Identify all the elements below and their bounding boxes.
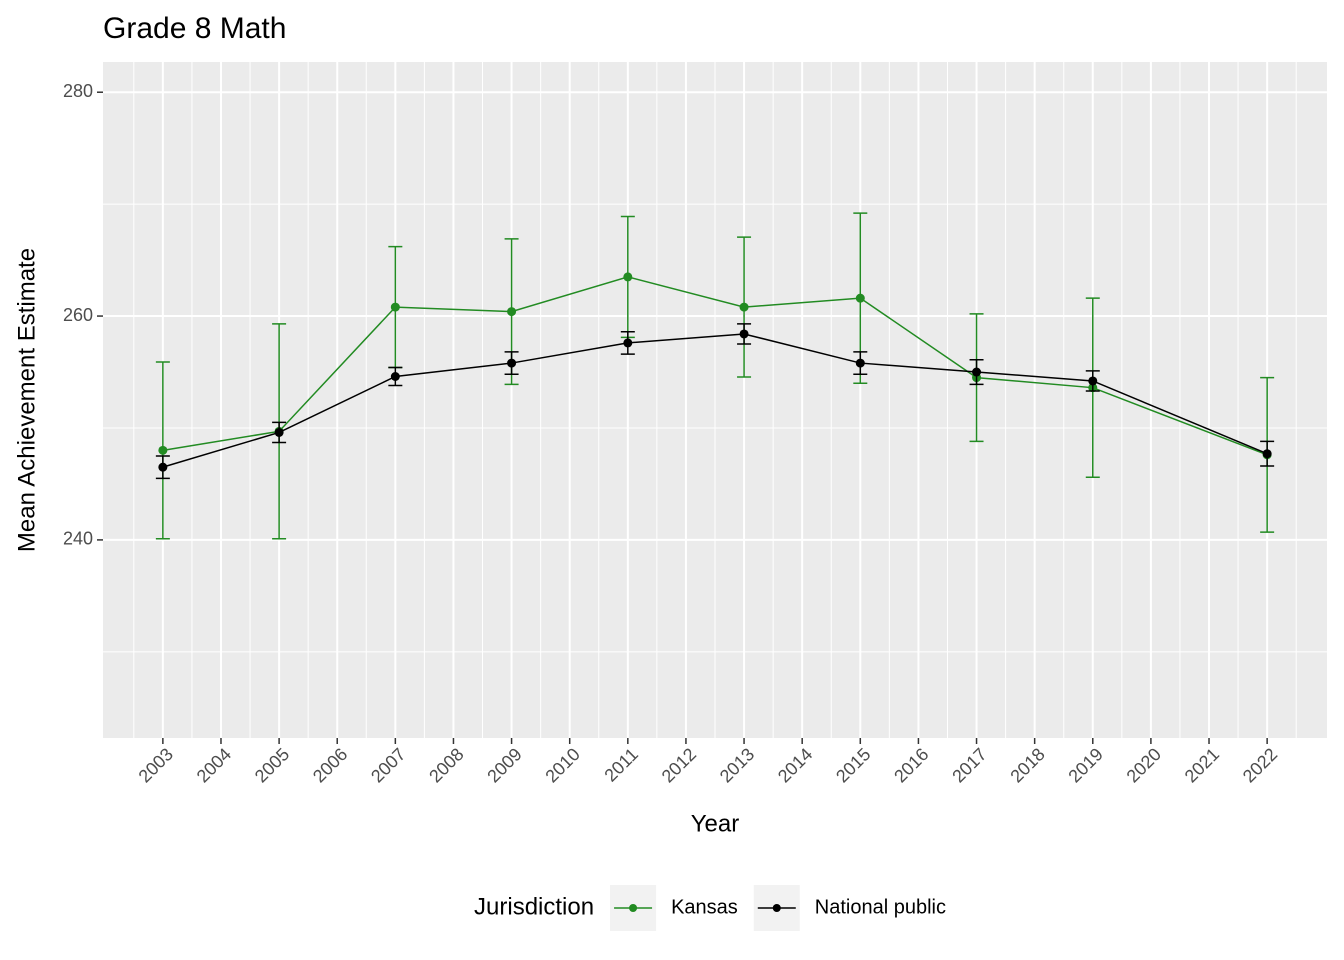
data-point xyxy=(855,293,865,303)
legend-key-point xyxy=(772,904,781,912)
data-point xyxy=(507,307,517,317)
legend-label: Kansas xyxy=(671,896,738,918)
data-point xyxy=(274,427,284,437)
x-tick-label: 2021 xyxy=(1181,744,1223,786)
x-tick-label: 2003 xyxy=(135,744,177,786)
x-tick-label: 2022 xyxy=(1239,744,1281,786)
x-tick-label: 2015 xyxy=(832,744,874,786)
x-tick-label: 2007 xyxy=(367,744,409,786)
data-point xyxy=(1262,449,1272,459)
legend-key-point xyxy=(629,904,638,912)
data-point xyxy=(739,329,749,339)
x-tick-label: 2008 xyxy=(425,744,467,786)
x-tick-label: 2016 xyxy=(890,744,932,786)
data-point xyxy=(390,302,400,312)
series-line xyxy=(162,333,1268,468)
data-point xyxy=(158,462,168,472)
data-point xyxy=(390,371,400,381)
y-axis-title: Mean Achievement Estimate xyxy=(13,248,40,552)
series-line xyxy=(162,276,1268,456)
x-tick-label: 2006 xyxy=(309,744,351,786)
y-tick-label: 260 xyxy=(63,305,93,325)
x-tick-label: 2009 xyxy=(483,744,525,786)
chart-title: Grade 8 Math xyxy=(103,12,286,45)
legend-label: National public xyxy=(815,896,946,918)
x-tick-label: 2012 xyxy=(658,744,700,786)
x-axis-title: Year xyxy=(691,810,740,837)
data-point xyxy=(507,358,517,368)
y-tick-label: 240 xyxy=(63,529,93,549)
legend: Jurisdiction Kansas National public xyxy=(474,885,946,931)
data-point xyxy=(158,445,168,455)
data-point xyxy=(1088,376,1098,386)
x-tick-label: 2010 xyxy=(541,744,583,786)
x-tick-label: 2020 xyxy=(1123,744,1165,786)
data-point xyxy=(972,367,982,377)
x-tick-label: 2014 xyxy=(774,744,816,786)
x-tick-label: 2017 xyxy=(948,744,990,786)
data-point xyxy=(739,302,749,312)
x-tick-label: 2013 xyxy=(716,744,758,786)
x-tick-label: 2018 xyxy=(1006,744,1048,786)
x-tick-label: 2004 xyxy=(193,744,235,786)
legend-title: Jurisdiction xyxy=(474,893,594,920)
x-tick-label: 2011 xyxy=(600,744,642,786)
data-point xyxy=(623,338,633,348)
data-point xyxy=(855,358,865,368)
x-tick-label: 2005 xyxy=(251,744,293,786)
y-tick-label: 280 xyxy=(63,81,93,101)
data-point xyxy=(623,272,633,282)
x-tick-label: 2019 xyxy=(1065,744,1107,786)
